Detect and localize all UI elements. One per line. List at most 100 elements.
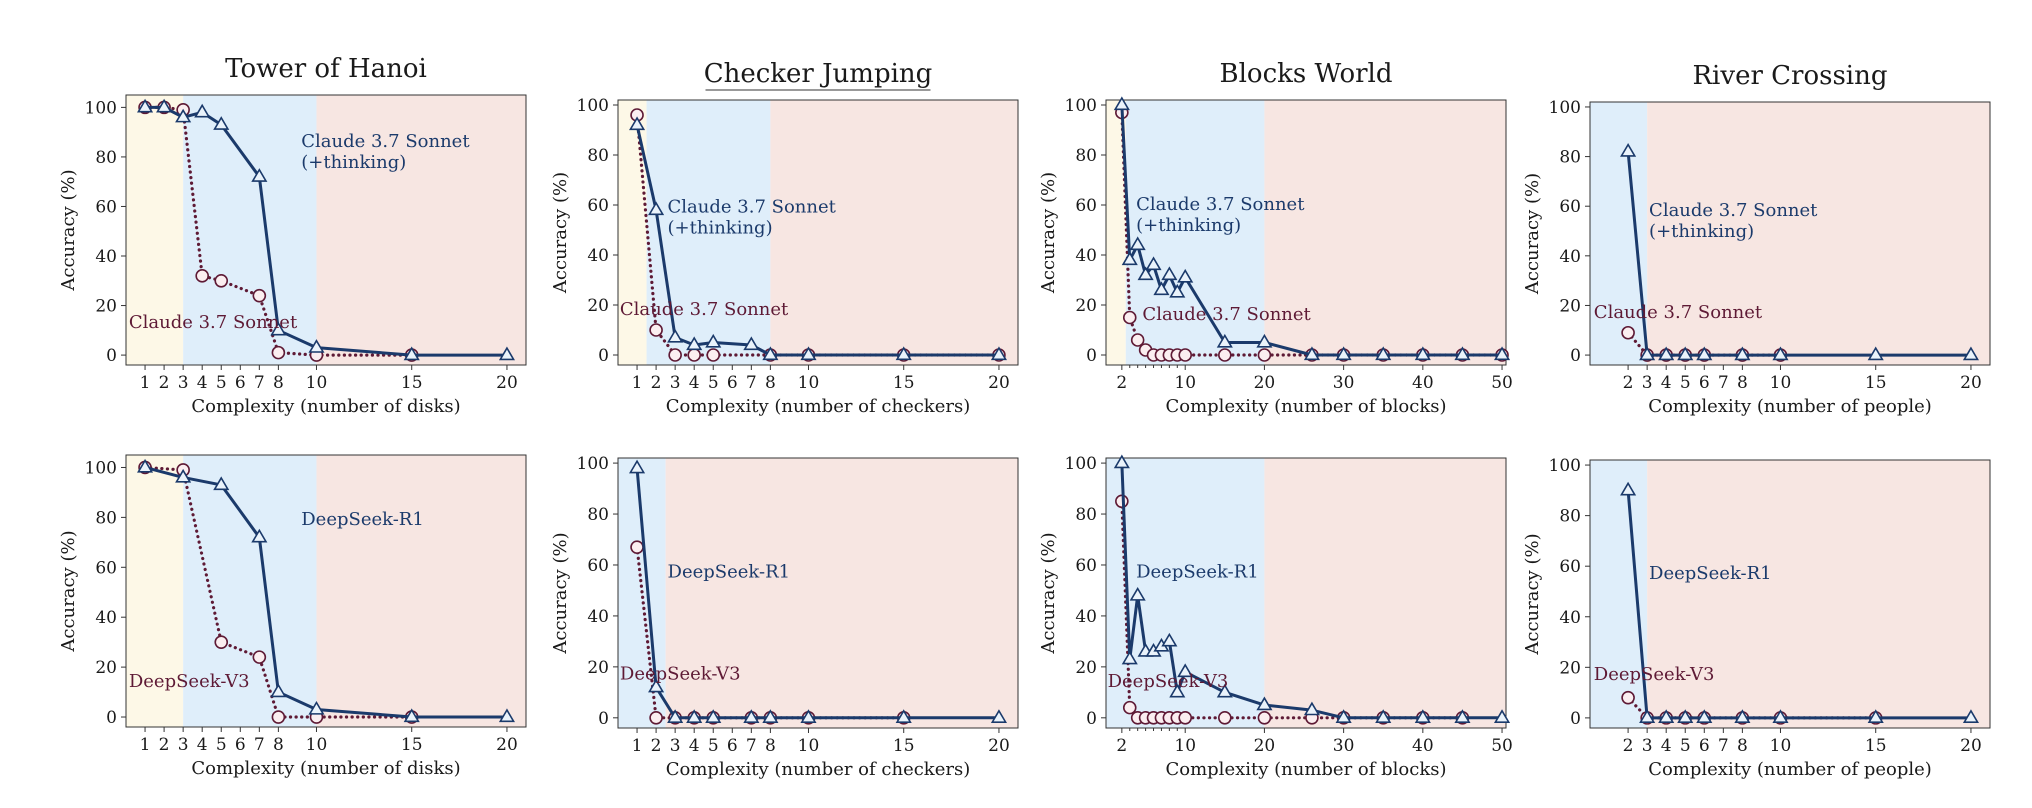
x-tick-label: 4 <box>1661 736 1672 756</box>
x-tick-label: 5 <box>216 735 227 755</box>
x-tick-label: 8 <box>273 735 284 755</box>
series-deepseek-r1 <box>1113 454 1511 723</box>
triangle-point <box>270 683 287 698</box>
x-tick-label: 1 <box>632 373 643 393</box>
y-tick-label: 100 <box>1549 98 1581 118</box>
series-annotation: DeepSeek-V3 <box>129 671 250 692</box>
triangle-point <box>1161 266 1178 281</box>
series-line-claude-3-7-sonnet-thinking <box>635 124 999 357</box>
circle-point <box>1257 711 1272 725</box>
x-axis-label: Complexity (number of checkers) <box>666 759 970 780</box>
triangle-point <box>800 709 817 723</box>
series-annotation: Claude 3.7 Sonnet <box>620 299 789 320</box>
triangle-point <box>762 346 779 361</box>
y-axis-label: Accuracy (%) <box>1038 532 1059 654</box>
x-tick-label: 10 <box>1174 373 1196 393</box>
triangle-point <box>895 346 912 361</box>
x-tick-label: 20 <box>988 736 1010 756</box>
triangle-point <box>137 98 154 113</box>
x-tick-label: 15 <box>1865 736 1887 756</box>
x-tick-label: 2 <box>159 735 170 755</box>
region-1 <box>1590 102 1648 365</box>
x-tick-label: 4 <box>689 736 700 756</box>
annotation-line: DeepSeek-R1 <box>301 509 424 530</box>
triangle-point <box>156 98 173 113</box>
circle-point <box>687 348 701 362</box>
y-tick-label: 80 <box>1559 148 1581 168</box>
circle-point <box>252 288 267 303</box>
circle-point <box>649 323 663 337</box>
circle-point <box>195 269 209 283</box>
x-tick-label: 2 <box>1623 373 1634 393</box>
triangle-point <box>1734 709 1751 724</box>
y-tick-label: 60 <box>1559 197 1581 217</box>
triangle-point <box>1121 251 1138 266</box>
x-tick-label: 8 <box>1737 736 1748 756</box>
y-axis-label: Accuracy (%) <box>550 172 571 294</box>
x-tick-label: 10 <box>798 736 820 756</box>
x-tick-label: 10 <box>306 373 328 393</box>
y-tick-label: 20 <box>587 658 609 678</box>
series-annotation: DeepSeek-V3 <box>620 664 741 685</box>
annotation-line: DeepSeek-V3 <box>129 671 250 692</box>
series-annotation: DeepSeek-R1 <box>1136 562 1259 583</box>
annotation-line: DeepSeek-R1 <box>668 562 791 583</box>
y-axis-label: Accuracy (%) <box>1038 172 1059 294</box>
y-tick-label: 40 <box>95 247 117 267</box>
x-tick-label: 5 <box>708 373 719 393</box>
region-2 <box>1264 458 1506 728</box>
x-tick-label: 5 <box>708 736 719 756</box>
chart-title: Tower of Hanoi <box>225 54 427 84</box>
x-tick-label: 7 <box>746 373 757 393</box>
series-annotation: Claude 3.7 Sonnet (+thinking) <box>301 131 470 173</box>
annotation-line: (+thinking) <box>1136 215 1241 236</box>
region-2 <box>183 95 317 365</box>
triangle-point <box>1414 346 1431 361</box>
triangle-point <box>1375 346 1392 361</box>
plot-frame <box>1589 101 1991 366</box>
series-annotation: Claude 3.7 Sonnet <box>1142 304 1311 325</box>
annotation-line: Claude 3.7 Sonnet <box>1142 304 1311 325</box>
y-tick-label: 100 <box>577 96 609 116</box>
x-tick-label: 3 <box>670 373 681 393</box>
circle-point <box>649 711 663 725</box>
plot-frame <box>1589 459 1991 729</box>
triangle-point <box>1137 266 1154 281</box>
series-claude-3-7-sonnet-thinking <box>1620 143 1979 361</box>
x-tick-label: 7 <box>746 736 757 756</box>
x-tick-label: 20 <box>1254 373 1276 393</box>
x-axis-label: Complexity (number of disks) <box>191 396 460 417</box>
triangle-point <box>1696 346 1713 361</box>
y-axis-label: Accuracy (%) <box>550 532 571 654</box>
region-3 <box>1264 100 1506 365</box>
triangle-point <box>1129 236 1146 251</box>
y-tick-label: 0 <box>1086 709 1097 729</box>
y-tick-label: 100 <box>577 454 609 474</box>
x-tick-label: 6 <box>1699 736 1710 756</box>
triangle-point <box>498 708 515 723</box>
y-axis-label: Accuracy (%) <box>58 530 79 652</box>
y-tick-label: 20 <box>1075 658 1097 678</box>
series-line-deepseek-r1 <box>144 466 507 719</box>
y-tick-label: 0 <box>106 346 117 366</box>
region-3 <box>316 95 526 365</box>
triangle-point <box>762 709 779 723</box>
triangle-point <box>137 458 154 473</box>
circle-point <box>1178 711 1193 725</box>
x-tick-label: 2 <box>159 373 170 393</box>
panel-5: 0 20 40 60 80 100 1 2 3 4 5 6 7 8 10 15 20 Complexity (nu… <box>58 454 527 779</box>
series-annotation: Claude 3.7 Sonnet (+thinking) <box>668 197 837 239</box>
triangle-point <box>743 336 760 351</box>
y-tick-label: 20 <box>1559 658 1581 678</box>
x-tick-label: 15 <box>893 736 915 756</box>
panel-6: 0 20 40 60 80 100 1 2 3 4 5 6 7 8 10 15 20 Complexity (nu… <box>550 454 1019 780</box>
triangle-point <box>1620 481 1637 496</box>
series-annotation: DeepSeek-R1 <box>301 509 424 530</box>
x-tick-label: 15 <box>1865 373 1887 393</box>
x-tick-label: 3 <box>178 735 189 755</box>
triangle-point <box>1169 683 1186 698</box>
triangle-point <box>990 346 1007 361</box>
triangle-point <box>403 346 420 361</box>
y-tick-label: 20 <box>1075 296 1097 316</box>
x-tick-label: 4 <box>197 373 208 393</box>
